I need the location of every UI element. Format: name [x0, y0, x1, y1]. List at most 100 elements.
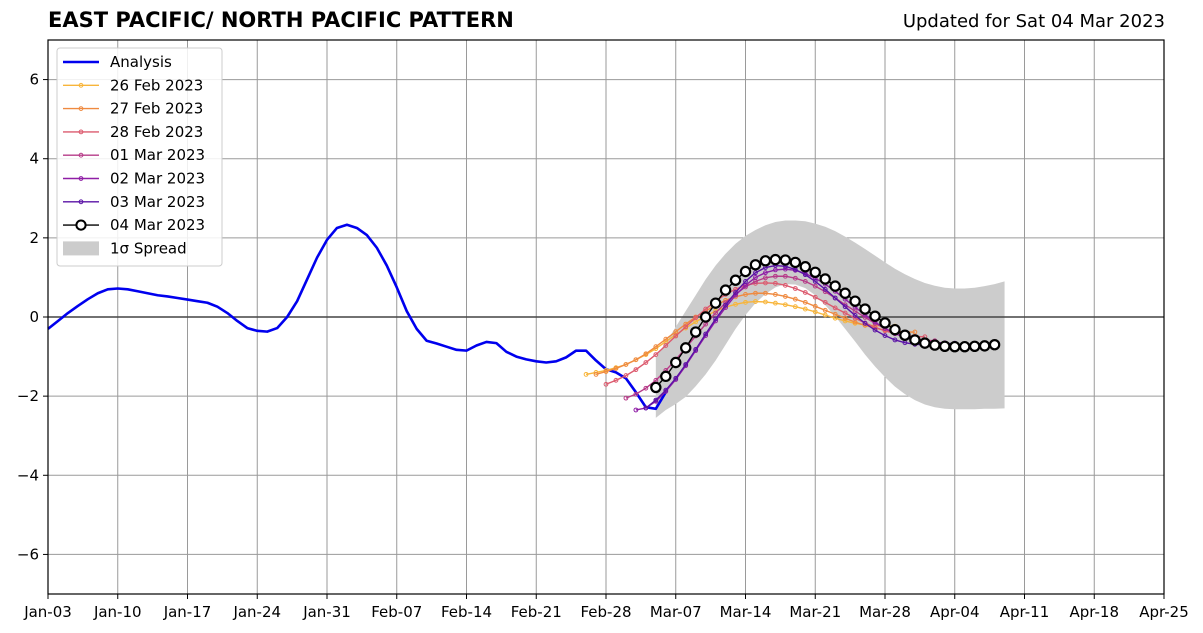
forecast-point [792, 296, 798, 302]
forecast-line [595, 292, 915, 376]
legend-item: Analysis [63, 53, 172, 71]
forecast-point [763, 299, 768, 305]
y-tick-label: −2 [17, 387, 39, 405]
forecast-point [633, 367, 639, 373]
legend-marker [78, 152, 84, 158]
forecast-point [842, 315, 848, 321]
legend-item: 26 Feb 2023 [63, 76, 203, 94]
forecast-point [653, 344, 659, 350]
current-forecast-point [988, 339, 1001, 351]
legend-marker [78, 129, 84, 135]
forecast-point [792, 275, 798, 281]
legend-item: 03 Mar 2023 [63, 193, 205, 211]
forecast-point [693, 347, 699, 352]
current-forecast-point [769, 253, 782, 266]
x-tick-label: Apr-25 [1139, 603, 1189, 621]
forecast-point [673, 329, 679, 335]
current-forecast-point [939, 340, 951, 352]
legend-marker [78, 106, 84, 111]
forecast-point [772, 267, 778, 273]
forecast-point [663, 336, 669, 342]
current-forecast-point [809, 266, 821, 278]
forecast-point [583, 371, 589, 377]
current-forecast-point [709, 297, 722, 309]
legend-label: 04 Mar 2023 [110, 216, 205, 234]
forecast-point [663, 387, 669, 393]
forecast-point [613, 377, 619, 383]
forecast-point [772, 292, 778, 297]
forecast-point [733, 301, 738, 307]
current-forecast-point [759, 255, 772, 267]
analysis-series [47, 223, 667, 411]
forecast-point [733, 286, 738, 292]
plot-frame [47, 39, 1165, 595]
current-forecast-point [899, 329, 911, 341]
forecast-point [822, 299, 828, 305]
x-tick-label: Jan-10 [93, 603, 142, 621]
current-forecast-point [968, 340, 981, 352]
current-forecast-point [779, 254, 792, 266]
forecast-point [653, 397, 659, 403]
forecast-point [743, 292, 748, 297]
forecast-point [743, 278, 748, 284]
forecast-point [663, 343, 669, 348]
current-forecast-point [680, 342, 692, 354]
current-forecast-point [650, 381, 662, 394]
current-forecast-point [739, 265, 752, 278]
legend-item: 27 Feb 2023 [63, 100, 203, 118]
current-forecast-point [660, 370, 672, 383]
current-forecast-point [839, 287, 851, 299]
updated-date: Updated for Sat 04 Mar 2023 [902, 11, 1165, 32]
forecast-point [743, 299, 748, 305]
forecast-point [703, 331, 709, 337]
forecast-point [713, 310, 719, 316]
y-tick-label: 0 [29, 308, 39, 326]
forecast-point [802, 299, 808, 305]
current-forecast-point [849, 295, 861, 307]
x-tick-label: Jan-24 [232, 603, 281, 621]
axes: Jan-03 Jan-10 Jan-17 Jan-24 Jan-31 Feb-07 Feb-… [17, 39, 1189, 621]
chart-title: EAST PACIFIC/ NORTH PACIFIC PATTERN [48, 8, 514, 32]
forecast-point [683, 324, 689, 330]
forecast-point [782, 266, 788, 272]
forecast-point [713, 316, 719, 322]
current-forecast-point [879, 317, 891, 329]
current-forecast-point [919, 337, 931, 349]
forecast-point [812, 309, 818, 315]
forecast-point [832, 295, 838, 301]
forecast-point [802, 278, 808, 284]
legend-label: 02 Mar 2023 [110, 170, 205, 188]
forecast-point [812, 278, 818, 284]
forecast-point [822, 307, 828, 313]
forecast-point [832, 305, 838, 311]
forecast-point [812, 303, 818, 309]
forecast-point [842, 310, 848, 316]
forecast-point [623, 373, 629, 378]
x-tick-label: Mar-07 [650, 603, 702, 621]
x-tick-label: Jan-17 [163, 603, 212, 621]
forecast-point [802, 272, 808, 278]
forecast-point [733, 290, 738, 295]
forecast-point [703, 306, 709, 312]
current-forecast-point [689, 326, 702, 338]
forecast-line [605, 282, 925, 385]
legend-marker [75, 219, 87, 231]
forecast-point [842, 318, 848, 324]
legend-item: 28 Feb 2023 [63, 123, 203, 141]
x-tick-label: Feb-14 [441, 603, 492, 621]
forecast-point [753, 299, 758, 304]
current-forecast-point [959, 340, 971, 353]
forecast-point [872, 327, 878, 333]
forecast-point [782, 302, 788, 308]
legend-swatch [63, 241, 99, 256]
forecast-point [673, 375, 679, 381]
x-tick-label: Apr-18 [1070, 603, 1120, 621]
current-forecast-point [699, 311, 712, 323]
legend-label: 28 Feb 2023 [110, 123, 203, 141]
current-forecast-point [819, 273, 831, 285]
legend-marker [78, 82, 84, 88]
current-forecast-point [719, 284, 732, 296]
forecast-point [723, 302, 728, 308]
forecast-point [683, 362, 689, 367]
